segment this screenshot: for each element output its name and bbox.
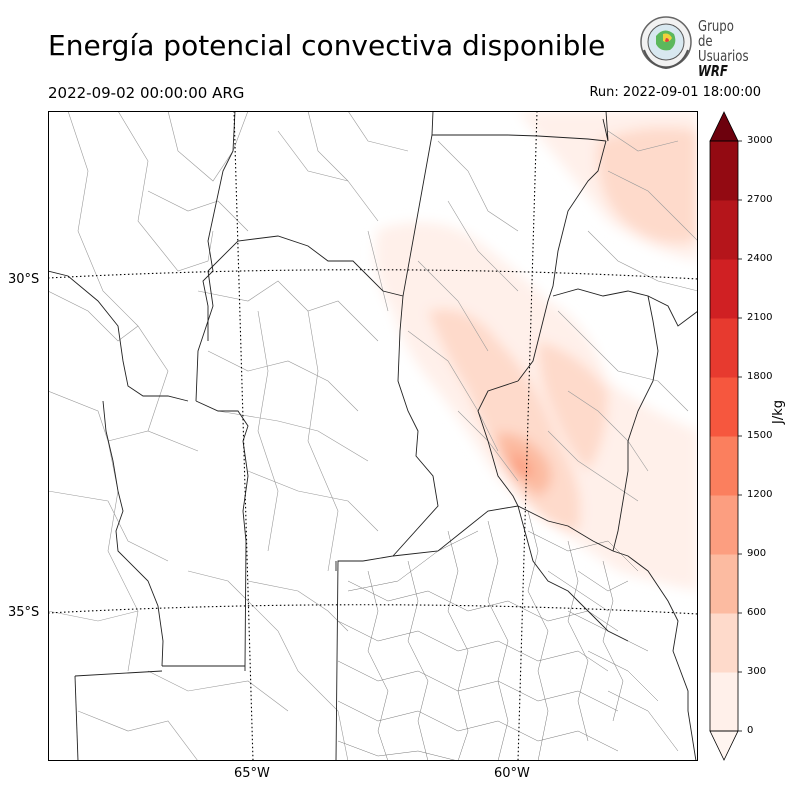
colorbar-segment (710, 554, 738, 614)
colorbar-tick-label: 600 (747, 607, 767, 618)
colorbar-segment (710, 259, 738, 319)
colorbar-segment (710, 200, 738, 260)
province-borders (48, 111, 698, 761)
colorbar-segment (710, 495, 738, 555)
colorbar-unit-label: J/kg (771, 400, 786, 424)
colorbar-segment (710, 613, 738, 673)
lon-label-60w: 60°W (494, 766, 530, 781)
run-time: Run: 2022-09-01 18:00:00 (589, 85, 761, 100)
lat-label-30s: 30°S (8, 272, 40, 287)
colorbar-tick-label: 2100 (747, 312, 773, 323)
globe-icon (640, 16, 692, 70)
colorbar-segments (710, 141, 738, 732)
colorbar-tick-label: 900 (747, 548, 767, 559)
colorbar-tick-label: 1200 (747, 489, 773, 500)
wrf-users-logo: Grupo de Usuarios WRF (636, 14, 766, 79)
colorbar-max-arrow (709, 111, 739, 142)
map-title: Energía potencial convectiva disponible (48, 29, 606, 62)
lon-label-65w: 65°W (234, 766, 270, 781)
colorbar-segment (710, 141, 738, 201)
colorbar-segment (710, 672, 738, 732)
lat-label-35s: 35°S (8, 605, 40, 620)
department-borders (48, 111, 698, 761)
colorbar-segment (710, 318, 738, 378)
colorbar-tick-label: 1800 (747, 371, 773, 382)
colorbar-tick-label: 3000 (747, 135, 773, 146)
colorbar-min-arrow (709, 730, 739, 761)
colorbar-tick-label: 0 (747, 725, 754, 736)
graticule (48, 111, 698, 761)
colorbar-tick-label: 2400 (747, 253, 773, 264)
colorbar-tick-marks (738, 140, 742, 732)
colorbar-tick-label: 300 (747, 666, 767, 677)
colorbar-tick-label: 1500 (747, 430, 773, 441)
colorbar-segment (710, 436, 738, 496)
colorbar (709, 111, 742, 761)
colorbar-tick-label: 2700 (747, 194, 773, 205)
valid-time: 2022-09-02 00:00:00 ARG (48, 84, 245, 102)
colorbar-segment (710, 377, 738, 437)
logo-text: Grupo de Usuarios WRF (698, 17, 749, 80)
partidos-mesh (337, 510, 679, 761)
cape-map (48, 111, 698, 761)
cape-field (375, 111, 698, 591)
